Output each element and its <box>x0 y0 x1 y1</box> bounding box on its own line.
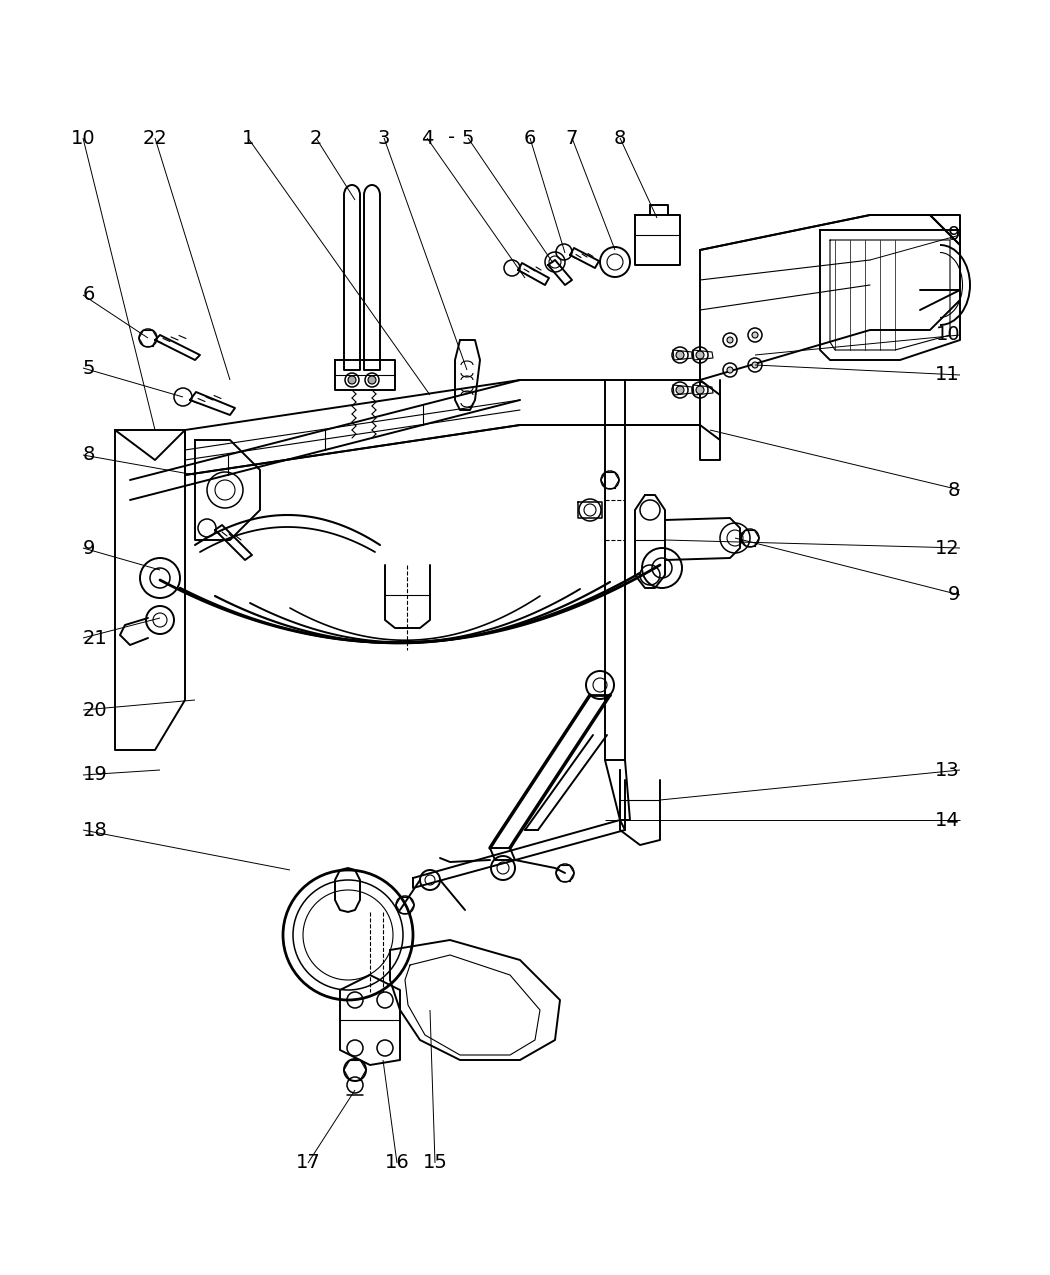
Text: 21: 21 <box>83 629 108 648</box>
Text: 7: 7 <box>566 129 579 148</box>
Text: 8: 8 <box>614 129 626 148</box>
Text: -: - <box>448 129 456 148</box>
Circle shape <box>752 332 758 338</box>
Circle shape <box>752 362 758 368</box>
Text: 10: 10 <box>936 325 960 344</box>
Text: 9: 9 <box>947 226 960 245</box>
Text: 17: 17 <box>296 1154 320 1173</box>
Text: 9: 9 <box>83 538 96 557</box>
Text: 13: 13 <box>936 760 960 779</box>
Text: 16: 16 <box>384 1154 410 1173</box>
Text: 15: 15 <box>422 1154 447 1173</box>
Text: 8: 8 <box>83 445 96 464</box>
Text: 22: 22 <box>143 129 167 148</box>
Text: 6: 6 <box>83 286 96 305</box>
Circle shape <box>676 386 684 394</box>
Text: 4: 4 <box>421 129 434 148</box>
Circle shape <box>676 351 684 360</box>
Text: 5: 5 <box>83 358 96 377</box>
Text: 10: 10 <box>70 129 96 148</box>
Circle shape <box>727 337 733 343</box>
Text: 2: 2 <box>310 129 322 148</box>
Text: 14: 14 <box>936 811 960 830</box>
Text: 8: 8 <box>947 481 960 500</box>
Text: 5: 5 <box>462 129 475 148</box>
Text: 9: 9 <box>947 585 960 604</box>
Text: 19: 19 <box>83 765 108 784</box>
Text: 12: 12 <box>936 538 960 557</box>
Text: 18: 18 <box>83 821 108 839</box>
Circle shape <box>727 367 733 374</box>
Circle shape <box>696 351 704 360</box>
Text: 11: 11 <box>936 366 960 385</box>
Text: 3: 3 <box>378 129 391 148</box>
Circle shape <box>348 376 356 384</box>
Text: 1: 1 <box>242 129 254 148</box>
Circle shape <box>696 386 704 394</box>
Circle shape <box>368 376 376 384</box>
Text: 20: 20 <box>83 700 107 719</box>
Text: 6: 6 <box>524 129 537 148</box>
